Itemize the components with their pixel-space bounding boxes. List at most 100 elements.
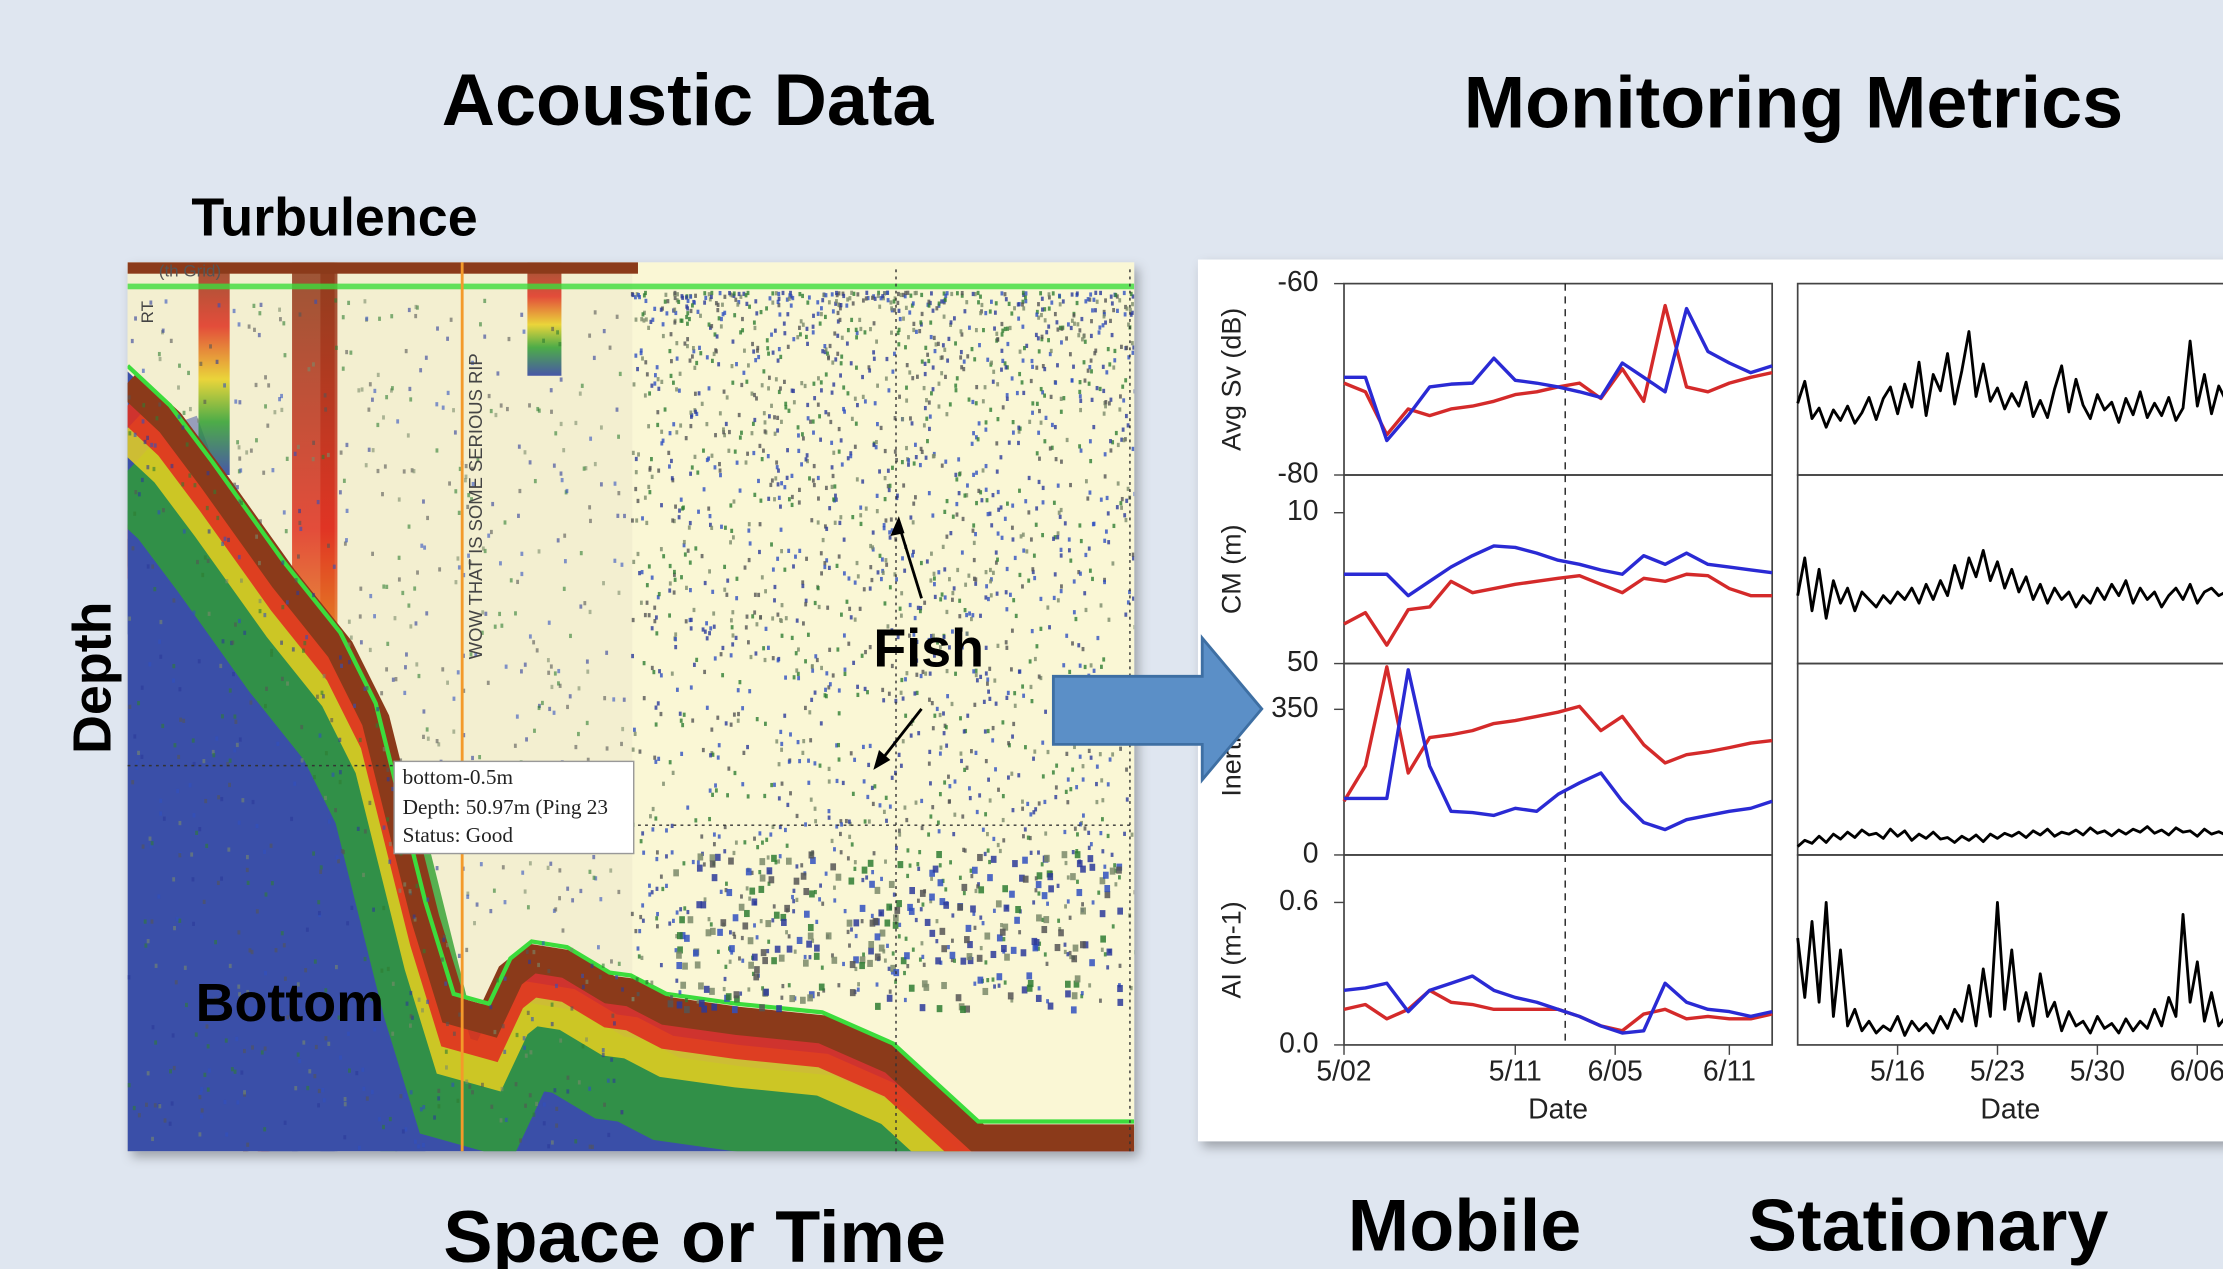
echo-dot: [536, 407, 539, 411]
echo-dot: [322, 455, 325, 459]
echo-dot: [930, 877, 933, 881]
echo-dot: [1104, 298, 1107, 302]
echo-dot: [765, 838, 768, 842]
echo-dot: [547, 1144, 550, 1148]
echo-dot: [179, 718, 182, 722]
echo-dot: [852, 661, 855, 665]
echo-dot: [759, 1004, 765, 1011]
echo-dot: [394, 616, 397, 620]
echo-dot: [878, 469, 881, 473]
echo-dot: [968, 611, 971, 615]
echo-dot: [312, 851, 315, 855]
echo-dot: [1108, 362, 1111, 366]
echo-dot: [886, 291, 889, 295]
echo-dot: [739, 330, 742, 334]
echo-dot: [192, 922, 195, 926]
echo-dot: [1017, 773, 1020, 777]
echo-dot: [557, 669, 560, 673]
echo-dot: [1119, 747, 1122, 751]
echo-dot: [779, 955, 785, 962]
echo-dot: [672, 919, 675, 923]
echo-dot: [313, 775, 316, 779]
echo-dot: [516, 1033, 519, 1037]
echo-dot: [236, 1100, 239, 1104]
echo-dot: [385, 395, 388, 399]
echo-dot: [297, 554, 300, 558]
echo-dot: [713, 352, 716, 356]
echo-dot: [703, 487, 706, 491]
title: Acoustic Data: [442, 58, 935, 141]
echo-dot: [862, 952, 865, 956]
echo-dot: [963, 768, 966, 772]
echo-dot: [1091, 577, 1094, 581]
echo-dot: [689, 295, 692, 299]
echo-dot: [1029, 812, 1032, 816]
echo-dot: [984, 852, 987, 856]
echo-dot: [981, 498, 984, 502]
echo-dot: [896, 900, 902, 907]
echo-dot: [871, 870, 874, 874]
echo-dot: [1049, 446, 1052, 450]
echo-dot: [918, 850, 921, 854]
echo-dot: [838, 427, 841, 431]
echo-dot: [1106, 965, 1109, 969]
echo-dot: [834, 357, 837, 361]
echo-dot: [814, 654, 817, 658]
echo-dot: [838, 449, 841, 453]
echo-dot: [762, 957, 768, 964]
echo-dot: [1076, 832, 1079, 836]
echo-dot: [729, 503, 732, 507]
echo-dot: [403, 691, 406, 695]
echo-dot: [689, 521, 692, 525]
echo-dot: [875, 440, 878, 444]
echo-dot: [989, 798, 992, 802]
echo-dot: [214, 940, 217, 944]
echo-dot: [774, 585, 777, 589]
echo-dot: [731, 610, 734, 614]
echo-dot: [158, 352, 161, 356]
echo-dot: [437, 1089, 440, 1093]
echo-dot: [1015, 614, 1018, 618]
echo-dot: [637, 293, 640, 297]
echo-dot: [928, 303, 931, 307]
echo-dot: [861, 375, 864, 379]
echo-dot: [773, 783, 776, 787]
echo-dot: [719, 473, 722, 477]
echo-dot: [920, 447, 923, 451]
echo-dot: [1116, 505, 1119, 509]
echo-dot: [746, 452, 749, 456]
echo-dot: [1095, 800, 1098, 804]
echo-dot: [930, 335, 933, 339]
echo-dot: [657, 701, 660, 705]
echo-dot: [234, 399, 237, 403]
echo-dot: [841, 462, 844, 466]
echo-dot: [776, 416, 779, 420]
echo-dot: [660, 430, 663, 434]
echo-dot: [258, 561, 261, 565]
echo-dot: [243, 631, 246, 635]
echo-dot: [846, 600, 849, 604]
echo-dot: [483, 299, 486, 303]
echo-dot: [919, 609, 922, 613]
echo-dot: [445, 1065, 448, 1069]
echo-dot: [800, 462, 803, 466]
echo-dot: [1004, 954, 1010, 961]
echo-dot: [365, 463, 368, 467]
echo-dot: [828, 300, 831, 304]
echo-dot: [1076, 889, 1082, 896]
echo-dot: [502, 865, 505, 869]
echo-dot: [904, 291, 907, 295]
echo-dot: [691, 465, 694, 469]
echo-dot: [172, 1033, 175, 1037]
echo-dot: [885, 558, 888, 562]
echo-dot: [660, 380, 663, 384]
echo-dot: [719, 468, 722, 472]
echo-dot: [142, 844, 145, 848]
echo-dot: [703, 862, 706, 866]
echo-dot: [193, 813, 196, 817]
echo-dot: [945, 412, 948, 416]
echo-dot: [813, 483, 816, 487]
echo-dot: [717, 950, 720, 954]
echo-dot: [737, 712, 740, 716]
echo-dot: [246, 868, 249, 872]
